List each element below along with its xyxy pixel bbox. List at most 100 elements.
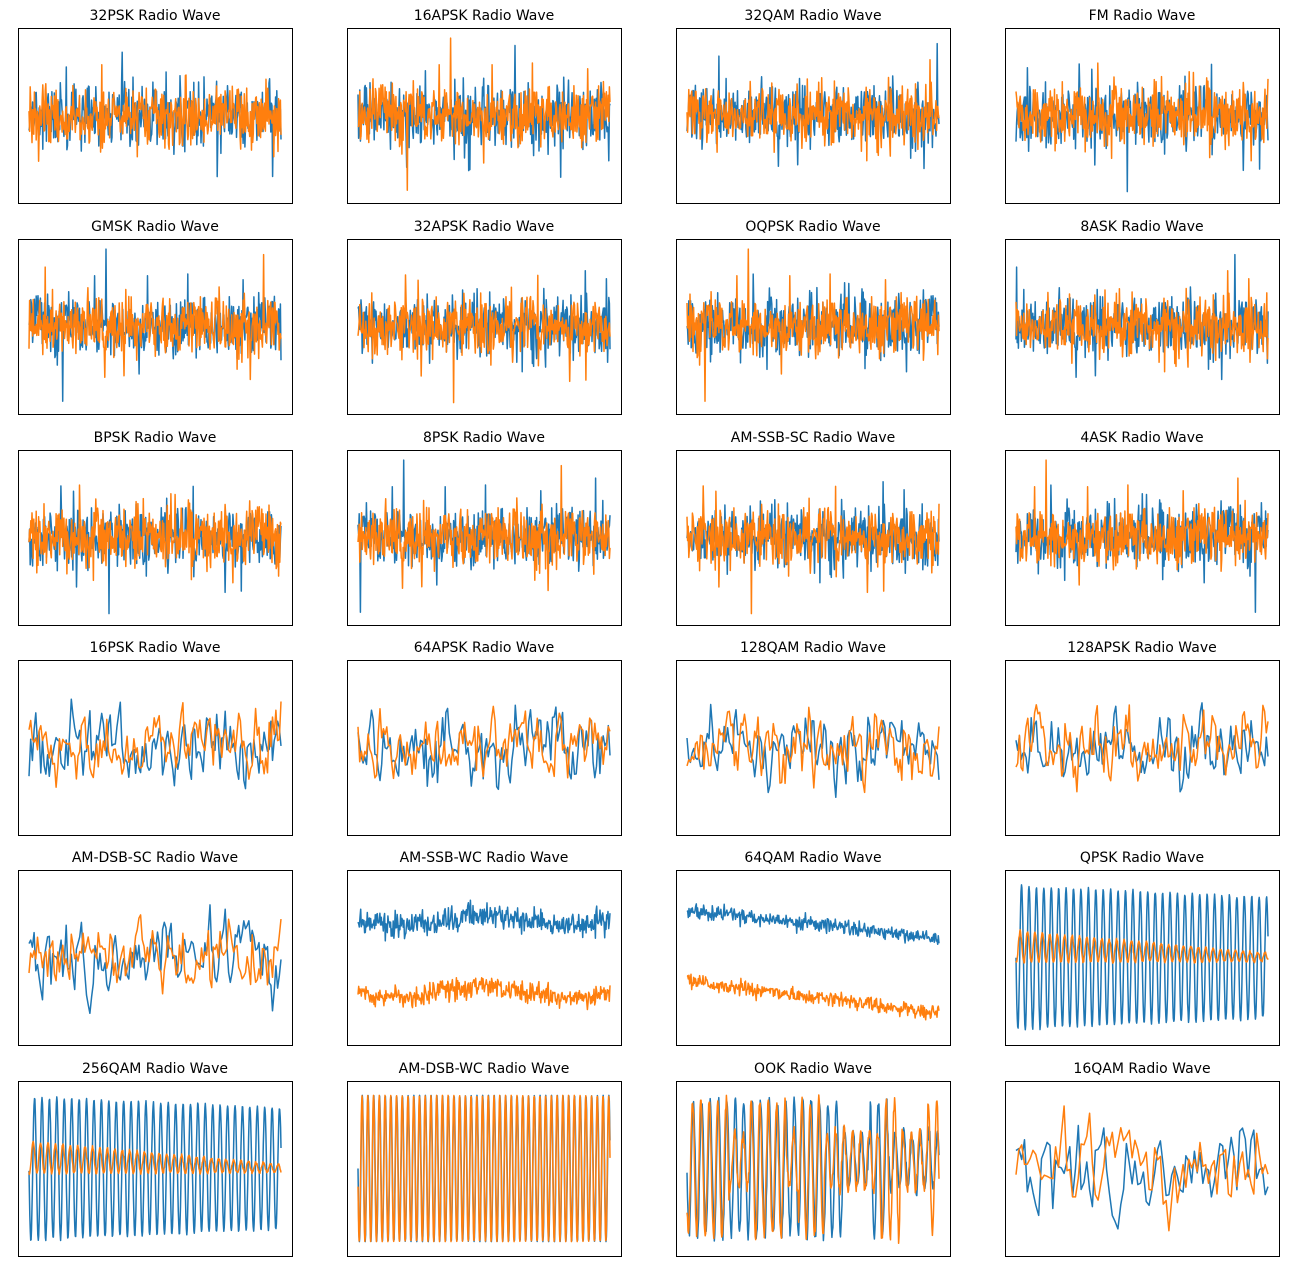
wave-panel: AM-DSB-WC Radio Wave xyxy=(347,1061,622,1257)
wave-panel: 32APSK Radio Wave xyxy=(347,219,622,415)
series-a-line xyxy=(28,698,282,790)
wave-panel: 8PSK Radio Wave xyxy=(347,430,622,626)
wave-panel: 128QAM Radio Wave xyxy=(676,640,951,836)
panel-frame xyxy=(347,28,622,204)
panel-frame xyxy=(1005,870,1280,1046)
wave-panel: 4ASK Radio Wave xyxy=(1005,430,1280,626)
series-a-line xyxy=(1015,884,1269,1031)
wave-panel: 256QAM Radio Wave xyxy=(18,1061,293,1257)
series-b-line xyxy=(28,1140,282,1176)
panel-title: AM-DSB-SC Radio Wave xyxy=(72,850,238,866)
wave-panel: 64APSK Radio Wave xyxy=(347,640,622,836)
panel-title: 32APSK Radio Wave xyxy=(414,219,555,235)
panel-title: QPSK Radio Wave xyxy=(1080,850,1204,866)
series-b-line xyxy=(357,705,611,780)
panel-title: 4ASK Radio Wave xyxy=(1080,430,1203,446)
panel-title: 32PSK Radio Wave xyxy=(90,8,221,24)
series-b-line xyxy=(357,37,611,192)
wave-panel: OOK Radio Wave xyxy=(676,1061,951,1257)
series-b-line xyxy=(1015,270,1269,373)
series-a-line xyxy=(686,903,940,946)
panel-title: AM-DSB-WC Radio Wave xyxy=(399,1061,570,1077)
panel-title: 8PSK Radio Wave xyxy=(423,430,545,446)
series-b-line xyxy=(686,485,940,615)
panel-frame xyxy=(18,1081,293,1257)
wave-panel: 16APSK Radio Wave xyxy=(347,8,622,204)
panel-frame xyxy=(347,1081,622,1257)
series-b-line xyxy=(1015,704,1269,793)
panel-title: 128QAM Radio Wave xyxy=(740,640,886,656)
wave-panel: 128APSK Radio Wave xyxy=(1005,640,1280,836)
panel-frame xyxy=(347,239,622,415)
panel-title: 16QAM Radio Wave xyxy=(1073,1061,1210,1077)
panel-title: BPSK Radio Wave xyxy=(94,430,217,446)
panel-frame xyxy=(1005,28,1280,204)
series-b-line xyxy=(357,274,611,404)
panel-frame xyxy=(676,450,951,626)
series-b-line xyxy=(1015,62,1269,162)
wave-panel: 32QAM Radio Wave xyxy=(676,8,951,204)
panel-frame xyxy=(676,660,951,836)
wave-panel: 32PSK Radio Wave xyxy=(18,8,293,204)
panel-title: OOK Radio Wave xyxy=(754,1061,872,1077)
panel-frame xyxy=(1005,239,1280,415)
panel-frame xyxy=(18,450,293,626)
wave-panel: AM-SSB-WC Radio Wave xyxy=(347,850,622,1046)
wave-panel: 64QAM Radio Wave xyxy=(676,850,951,1046)
panel-title: 64QAM Radio Wave xyxy=(744,850,881,866)
series-a-line xyxy=(1015,1124,1269,1230)
panel-title: 256QAM Radio Wave xyxy=(82,1061,228,1077)
panel-title: FM Radio Wave xyxy=(1089,8,1196,24)
wave-panel: GMSK Radio Wave xyxy=(18,219,293,415)
panel-frame xyxy=(18,239,293,415)
panel-frame xyxy=(676,28,951,204)
panel-frame xyxy=(18,660,293,836)
panel-title: AM-SSB-SC Radio Wave xyxy=(731,430,895,446)
series-a-line xyxy=(357,899,611,942)
panel-title: 8ASK Radio Wave xyxy=(1080,219,1203,235)
panel-title: GMSK Radio Wave xyxy=(91,219,219,235)
panel-frame xyxy=(347,660,622,836)
wave-panel: AM-SSB-SC Radio Wave xyxy=(676,430,951,626)
series-a-line xyxy=(28,1096,282,1242)
series-b-line xyxy=(1015,459,1269,586)
panel-title: 16PSK Radio Wave xyxy=(90,640,221,656)
panel-title: AM-SSB-WC Radio Wave xyxy=(400,850,569,866)
panel-frame xyxy=(676,1081,951,1257)
series-b-line xyxy=(357,1094,611,1243)
panel-title: 64APSK Radio Wave xyxy=(414,640,555,656)
series-b-line xyxy=(357,464,611,592)
series-b-line xyxy=(28,253,282,381)
series-b-line xyxy=(28,484,282,584)
series-b-line xyxy=(1015,1105,1269,1232)
series-a-line xyxy=(357,704,611,791)
series-b-line xyxy=(686,706,940,794)
wave-panel: 16PSK Radio Wave xyxy=(18,640,293,836)
series-b-line xyxy=(1015,929,1269,964)
panel-frame xyxy=(1005,660,1280,836)
wave-panel: 8ASK Radio Wave xyxy=(1005,219,1280,415)
series-b-line xyxy=(686,248,940,403)
series-a-line xyxy=(686,703,940,799)
panel-frame xyxy=(18,870,293,1046)
panel-frame xyxy=(1005,450,1280,626)
series-b-line xyxy=(28,64,282,162)
series-b-line xyxy=(686,1094,940,1245)
panel-title: OQPSK Radio Wave xyxy=(745,219,880,235)
panel-title: 32QAM Radio Wave xyxy=(744,8,881,24)
series-b-line xyxy=(28,914,282,995)
wave-panel: BPSK Radio Wave xyxy=(18,430,293,626)
panel-frame xyxy=(676,870,951,1046)
series-b-line xyxy=(686,973,940,1021)
panel-frame xyxy=(676,239,951,415)
panel-frame xyxy=(18,28,293,204)
wave-panel: AM-DSB-SC Radio Wave xyxy=(18,850,293,1046)
wave-panel: FM Radio Wave xyxy=(1005,8,1280,204)
wave-panel: OQPSK Radio Wave xyxy=(676,219,951,415)
series-b-line xyxy=(357,976,611,1011)
series-b-line xyxy=(28,701,282,788)
panel-frame xyxy=(347,450,622,626)
panel-title: 128APSK Radio Wave xyxy=(1067,640,1216,656)
series-b-line xyxy=(686,59,940,162)
panel-frame xyxy=(1005,1081,1280,1257)
